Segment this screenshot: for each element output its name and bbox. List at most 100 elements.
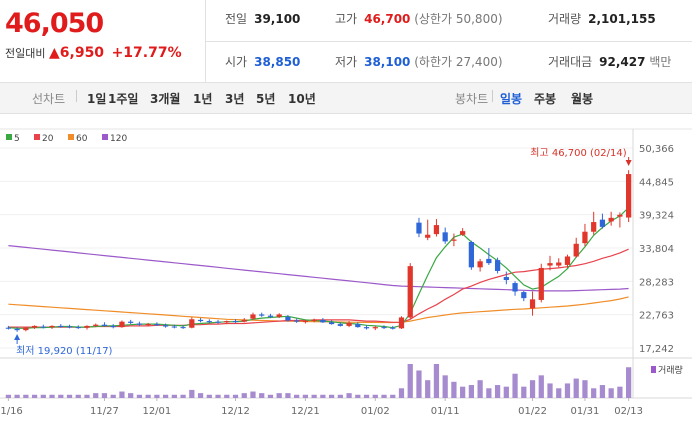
moving-average-ma5 — [8, 207, 630, 329]
volume-bar — [49, 394, 55, 398]
tab-line-1y[interactable]: 1년 — [193, 92, 213, 106]
volume-bar — [433, 364, 440, 398]
legend-label: 120 — [110, 134, 127, 144]
low-annotation: 최저 19,920 (11/17) — [16, 345, 112, 357]
volume-bar — [355, 394, 361, 398]
volume-bar — [14, 394, 20, 398]
x-tick-label: 11/16 — [0, 406, 23, 417]
volume-bar — [23, 394, 29, 398]
volume-bar — [206, 394, 212, 398]
tab-line-1d[interactable]: 1일 — [87, 92, 107, 106]
volume-bar — [197, 393, 204, 398]
volume-bar — [75, 394, 81, 398]
moving-average-ma60 — [8, 296, 629, 324]
candle-body — [468, 241, 475, 268]
x-tick-label: 12/12 — [221, 406, 250, 417]
candle-body — [145, 324, 151, 326]
volume-bar — [215, 394, 221, 398]
tab-line-10y[interactable]: 10년 — [288, 92, 316, 106]
change-label: 전일대비 — [5, 47, 46, 60]
volume-bar — [320, 394, 326, 398]
volume-bar — [460, 386, 466, 398]
candle-body — [215, 321, 221, 323]
candle-body — [84, 325, 90, 328]
volume-bar — [93, 393, 99, 398]
tab-line-5y[interactable]: 5년 — [256, 92, 276, 106]
volume-bar — [346, 393, 352, 398]
candle-body — [40, 326, 46, 328]
quote-header: 46,050 전일대비 ▲6,950 +17.77% 전일 39,100 고가 46… — [0, 0, 692, 83]
volume-bar — [442, 375, 448, 398]
volume-bar — [180, 394, 186, 398]
candle-body — [241, 319, 247, 322]
volume-bar — [311, 394, 317, 398]
candle-body — [381, 327, 387, 329]
candle-body — [328, 322, 335, 325]
volume-bar — [241, 393, 247, 398]
legend-swatch — [34, 134, 40, 140]
volume-bar — [617, 386, 623, 398]
volume-bar — [451, 381, 457, 398]
candle-body — [311, 319, 317, 322]
volume-bar — [398, 388, 405, 398]
volume-bar — [154, 394, 160, 398]
volume-bar — [564, 383, 571, 398]
x-tick-label: 12/21 — [291, 406, 320, 417]
volume-bar — [416, 370, 422, 398]
x-tick-label: 01/22 — [518, 406, 547, 417]
volume-bar — [468, 385, 475, 398]
volume-bar — [556, 388, 562, 398]
volume-legend-swatch — [651, 366, 656, 373]
tab-line-3m[interactable]: 3개월 — [150, 92, 181, 106]
change-summary: 전일대비 ▲6,950 +17.77% — [5, 45, 182, 61]
candle-body — [460, 231, 466, 235]
candle-body — [486, 258, 492, 264]
candle-body — [320, 319, 326, 323]
candle-body — [529, 299, 536, 309]
candle-body — [494, 260, 501, 271]
candle-body — [346, 322, 352, 326]
volume-bar — [547, 383, 553, 398]
candle-body — [363, 327, 370, 329]
y-tick-label: 44,845 — [639, 177, 674, 188]
volume-bar — [486, 388, 492, 398]
candle-body — [591, 222, 597, 232]
volume-bar — [40, 394, 46, 398]
current-price: 46,050 — [5, 8, 104, 39]
high-annotation: 최고 46,700 (02/14) — [530, 147, 626, 159]
stat-volume: 거래량 2,101,155 — [548, 12, 656, 26]
stat-high: 고가 46,700 (상한가 50,800) — [335, 12, 503, 26]
tab-line-1w[interactable]: 1주일 — [108, 92, 139, 106]
candle-body — [206, 321, 212, 323]
volume-bar — [232, 394, 239, 398]
volume-bar — [337, 394, 343, 398]
candle-body — [128, 321, 134, 323]
volume-bar — [259, 393, 265, 398]
volume-bar — [529, 380, 536, 398]
candle-body — [573, 243, 579, 257]
candle-body — [582, 231, 588, 244]
candle-body — [110, 325, 116, 328]
candle-body — [58, 325, 64, 327]
tab-candle-weekly[interactable]: 주봉 — [534, 92, 557, 106]
volume-bar — [328, 394, 335, 398]
volume-bar — [128, 393, 134, 398]
candle-body — [355, 324, 361, 328]
volume-bar — [390, 394, 396, 398]
candle-body — [250, 314, 256, 319]
candle-body — [294, 320, 300, 322]
volume-bar — [626, 367, 632, 398]
tab-line-3y[interactable]: 3년 — [225, 92, 245, 106]
tab-candle-daily[interactable]: 일봉 — [500, 92, 523, 106]
tab-candle-monthly[interactable]: 월봉 — [571, 92, 594, 106]
volume-bar — [110, 394, 116, 398]
candle-body — [564, 256, 571, 265]
candle-body — [608, 217, 614, 222]
x-tick-label: 01/31 — [571, 406, 600, 417]
volume-bar — [31, 394, 38, 398]
candle-body — [23, 327, 29, 331]
legend-swatch — [102, 134, 108, 140]
volume-bar — [162, 394, 169, 398]
stats-divider — [205, 41, 692, 42]
candle-body — [547, 263, 553, 266]
